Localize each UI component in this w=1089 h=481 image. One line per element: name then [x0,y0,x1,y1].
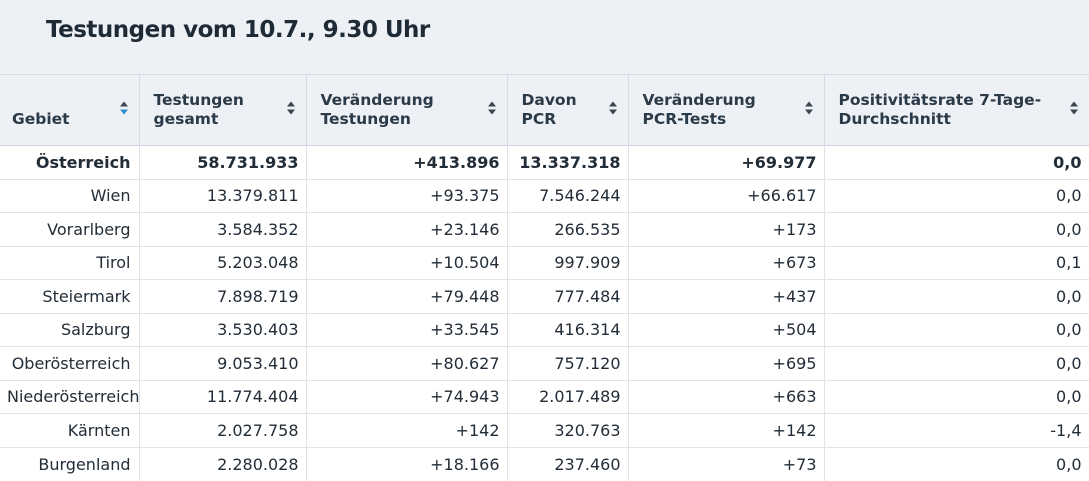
sort-icon[interactable] [1069,100,1079,116]
table-row: Vorarlberg 3.584.352 +23.146 266.535 +173 0,0 [0,212,1089,247]
table-cell: 2.280.028 [139,447,307,481]
column-header-testungen-gesamt[interactable]: Testungen gesamt [139,74,307,146]
table-row: Salzburg 3.530.403 +33.545 416.314 +504 0,0 [0,313,1089,347]
region-cell: Vorarlberg [0,212,140,247]
region-cell: Tirol [0,246,140,280]
table-cell: +663 [628,380,825,414]
table-cell: 0,0 [824,380,1089,414]
table-cell: +695 [628,346,825,381]
table-cell: 9.053.410 [139,346,307,381]
table-cell: 7.898.719 [139,279,307,314]
table-cell: 757.120 [507,346,629,381]
table-row: Österreich 58.731.933 +413.896 13.337.318 +6… [0,145,1089,180]
region-cell: Wien [0,179,140,213]
table-cell: 58.731.933 [139,145,307,180]
table-row: Kärnten 2.027.758 +142 320.763 +142 -1,4 [0,413,1089,448]
region-cell: Österreich [0,145,140,180]
table-cell: 0,0 [824,145,1089,180]
table-cell: 777.484 [507,279,629,314]
table-cell: +93.375 [306,179,508,213]
table-cell: 0,1 [824,246,1089,280]
table-cell: +79.448 [306,279,508,314]
testing-table: Gebiet Testungen gesamt Veränderung Test… [0,74,1089,481]
sort-icon[interactable] [119,100,129,116]
table-cell: +142 [306,413,508,448]
table-cell: 0,0 [824,212,1089,247]
table-cell: +413.896 [306,145,508,180]
table-cell: 0,0 [824,346,1089,381]
sort-icon[interactable] [487,100,497,116]
table-cell: +142 [628,413,825,448]
column-header-davon-pcr[interactable]: Davon PCR [507,74,629,146]
table-cell: +10.504 [306,246,508,280]
table-cell: +74.943 [306,380,508,414]
column-header-gebiet[interactable]: Gebiet [0,74,140,146]
table-body: Österreich 58.731.933 +413.896 13.337.318 +6… [0,145,1089,481]
region-cell: Burgenland [0,447,140,481]
table-cell: 416.314 [507,313,629,347]
table-row: Steiermark 7.898.719 +79.448 777.484 +437 0,0 [0,279,1089,314]
column-header-positivitaetsrate[interactable]: Positivitätsrate 7-Tage-Durchschnitt [824,74,1089,146]
table-cell: +173 [628,212,825,247]
table-cell: 11.774.404 [139,380,307,414]
table-row: Burgenland 2.280.028 +18.166 237.460 +73 0,0 [0,447,1089,481]
region-cell: Oberösterreich [0,346,140,381]
region-cell: Niederösterreich [0,380,140,414]
region-cell: Kärnten [0,413,140,448]
column-header-label: Testungen gesamt [153,91,244,128]
table-cell: +437 [628,279,825,314]
table-cell: 13.379.811 [139,179,307,213]
title-bar: Testungen vom 10.7., 9.30 Uhr [0,0,1089,74]
table-cell: 7.546.244 [507,179,629,213]
table-cell: +73 [628,447,825,481]
table-cell: 0,0 [824,313,1089,347]
table-cell: +80.627 [306,346,508,381]
column-header-label: Davon PCR [521,91,577,128]
table-cell: 3.530.403 [139,313,307,347]
header-row: Gebiet Testungen gesamt Veränderung Test… [0,74,1089,146]
table-cell: -1,4 [824,413,1089,448]
table-cell: +504 [628,313,825,347]
table-cell: 237.460 [507,447,629,481]
table-cell: 997.909 [507,246,629,280]
table-row: Tirol 5.203.048 +10.504 997.909 +673 0,1 [0,246,1089,280]
table-cell: +18.166 [306,447,508,481]
page-title: Testungen vom 10.7., 9.30 Uhr [46,17,430,43]
table-cell: 2.017.489 [507,380,629,414]
table-cell: +673 [628,246,825,280]
table-cell: 2.027.758 [139,413,307,448]
table-cell: +33.545 [306,313,508,347]
column-header-label: Veränderung Testungen [320,91,434,128]
table-cell: 266.535 [507,212,629,247]
column-header-veraenderung-testungen[interactable]: Veränderung Testungen [306,74,508,146]
table-cell: 0,0 [824,447,1089,481]
table-cell: 0,0 [824,179,1089,213]
sort-icon[interactable] [804,100,814,116]
column-header-label: Veränderung PCR-Tests [642,91,756,128]
table-row: Niederösterreich 11.774.404 +74.943 2.017.4… [0,380,1089,414]
column-header-label: Gebiet [12,110,70,128]
table-row: Oberösterreich 9.053.410 +80.627 757.120 +69… [0,346,1089,381]
table-cell: 13.337.318 [507,145,629,180]
table-cell: 3.584.352 [139,212,307,247]
table-cell: +66.617 [628,179,825,213]
table-cell: 5.203.048 [139,246,307,280]
region-cell: Salzburg [0,313,140,347]
table-cell: 320.763 [507,413,629,448]
column-header-veraenderung-pcr-tests[interactable]: Veränderung PCR-Tests [628,74,825,146]
table-cell: 0,0 [824,279,1089,314]
table-cell: +69.977 [628,145,825,180]
sort-icon[interactable] [608,100,618,116]
sort-icon[interactable] [286,100,296,116]
region-cell: Steiermark [0,279,140,314]
column-header-label: Positivitätsrate 7-Tage-Durchschnitt [838,91,1042,128]
table-cell: +23.146 [306,212,508,247]
table-row: Wien 13.379.811 +93.375 7.546.244 +66.617 0,0 [0,179,1089,213]
